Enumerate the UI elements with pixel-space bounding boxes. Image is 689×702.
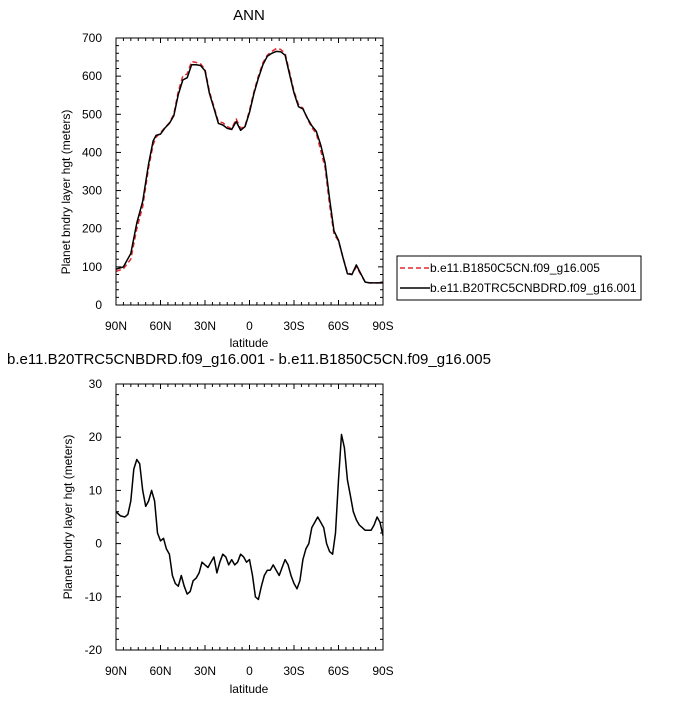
top-chart-frame <box>115 37 384 306</box>
y-tick-label: 30 <box>89 377 103 391</box>
x-tick-label: 90N <box>105 319 127 333</box>
y-tick-label: 700 <box>82 31 102 45</box>
legend-label-b20tr: b.e11.B20TRC5CNBDRD.f09_g16.001 <box>430 281 637 295</box>
x-tick-label: 60N <box>149 319 171 333</box>
y-tick-label: 500 <box>82 107 102 121</box>
x-tick-label: 60S <box>328 664 349 678</box>
y-tick-label: 0 <box>95 298 102 312</box>
y-tick-label: 0 <box>95 537 102 551</box>
legend-box <box>396 255 642 301</box>
bottom-chart-y-axis-label: Planet bndry layer hgt (meters) <box>61 435 75 600</box>
y-tick-label: 20 <box>89 430 103 444</box>
series-line-1-0 <box>115 433 384 601</box>
y-tick-label: -10 <box>85 590 103 604</box>
bottom-chart-title: b.e11.B20TRC5CNBDRD.f09_g16.001 - b.e11.… <box>7 351 491 368</box>
top-chart: ANN Planet bndry layer hgt (meters) lati… <box>59 7 394 350</box>
top-chart-ticks: 90N 60N 30N 0 30S 60S 90S 0 100 200 300 400 500 600 70… <box>82 31 394 333</box>
series-line-0-0 <box>115 47 383 284</box>
x-tick-label: 0 <box>246 664 253 678</box>
x-tick-label: 30N <box>194 664 216 678</box>
bottom-chart-x-axis-label: latitude <box>230 682 269 696</box>
y-tick-label: 600 <box>82 69 102 83</box>
legend-label-b1850: b.e11.B1850C5CN.f09_g16.005 <box>430 261 600 275</box>
bottom-chart-plot-area <box>115 433 384 601</box>
x-tick-label: 90S <box>372 664 393 678</box>
x-tick-label: 90S <box>372 319 393 333</box>
x-tick-label: 0 <box>246 319 253 333</box>
y-tick-label: -20 <box>85 643 103 657</box>
series-line-0-1 <box>115 50 383 284</box>
top-chart-y-axis-label: Planet bndry layer hgt (meters) <box>59 110 73 275</box>
y-tick-label: 10 <box>89 483 103 497</box>
legend: b.e11.B1850C5CN.f09_g16.005 b.e11.B20TRC… <box>396 255 642 301</box>
x-tick-label: 60S <box>328 319 349 333</box>
x-tick-label: 30S <box>283 319 304 333</box>
top-chart-title: ANN <box>233 7 265 24</box>
bottom-chart-frame <box>115 383 384 651</box>
bottom-chart-ticks: 90N 60N 30N 0 30S 60S 90S -20 -10 0 10 20 30 <box>85 377 394 678</box>
x-tick-label: 60N <box>149 664 171 678</box>
top-chart-plot-area <box>115 47 383 284</box>
x-tick-label: 30S <box>283 664 304 678</box>
y-tick-label: 100 <box>82 260 102 274</box>
y-tick-label: 200 <box>82 222 102 236</box>
bottom-chart: b.e11.B20TRC5CNBDRD.f09_g16.001 - b.e11.… <box>7 351 491 696</box>
y-tick-label: 300 <box>82 184 102 198</box>
x-tick-label: 90N <box>105 664 127 678</box>
x-tick-label: 30N <box>194 319 216 333</box>
y-tick-label: 400 <box>82 145 102 159</box>
top-chart-x-axis-label: latitude <box>230 336 269 350</box>
